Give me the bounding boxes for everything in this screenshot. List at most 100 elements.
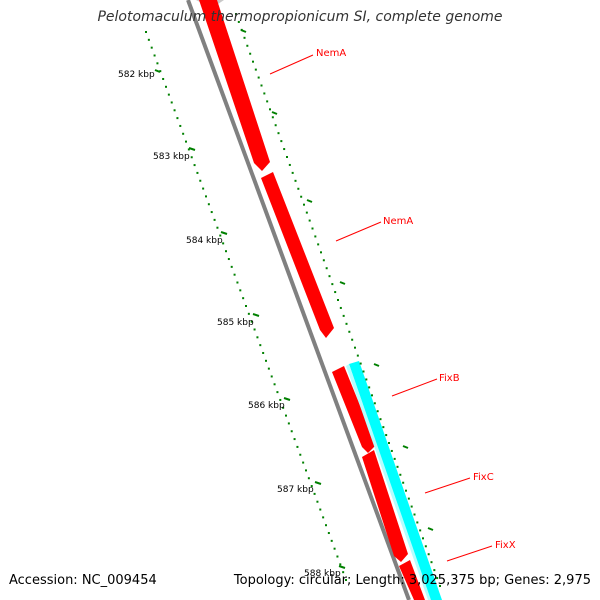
gene-fixx-arrow[interactable] bbox=[399, 560, 425, 600]
ruler-dot bbox=[254, 68, 257, 71]
ruler-dot bbox=[382, 426, 385, 429]
ruler-dot bbox=[207, 203, 210, 206]
ruler-dot bbox=[436, 577, 439, 580]
topology-text: Topology: circular; Length: 3,025,375 bp… bbox=[233, 573, 591, 588]
ruler-dot bbox=[150, 46, 153, 49]
ruler-dot bbox=[348, 330, 351, 333]
ruler-dot bbox=[187, 148, 190, 151]
ruler-dot bbox=[210, 211, 213, 214]
ruler-dot bbox=[331, 283, 334, 286]
ruler-dot bbox=[213, 218, 216, 221]
gene-label-nema-2[interactable]: NemA bbox=[383, 216, 413, 227]
tick-583 bbox=[188, 147, 196, 151]
ruler-dot bbox=[413, 513, 416, 516]
ruler-dot bbox=[342, 571, 345, 574]
ruler-dot bbox=[273, 383, 276, 386]
ruler-dot bbox=[260, 84, 263, 87]
ruler-dot bbox=[285, 414, 287, 417]
ruler-dot bbox=[327, 532, 330, 535]
ruler-dot bbox=[342, 314, 345, 317]
ruler-dot bbox=[362, 370, 365, 373]
ruler-dot bbox=[427, 553, 430, 556]
ruler-dot bbox=[249, 52, 252, 55]
ruler-dot bbox=[433, 569, 436, 572]
gene-nema-1-arrow[interactable] bbox=[199, 0, 270, 171]
gene-label-fixc[interactable]: FixC bbox=[473, 472, 494, 483]
ruler-dot bbox=[345, 322, 348, 325]
tick-label: 585 kbp bbox=[217, 318, 254, 328]
ruler-dot bbox=[193, 164, 196, 167]
ruler-dot bbox=[202, 187, 205, 190]
ruler-dot bbox=[282, 406, 285, 409]
page-title: Pelotomaculum thermopropionicum SI, comp… bbox=[97, 9, 503, 25]
gene-label-fixx[interactable]: FixX bbox=[495, 540, 516, 551]
ruler-dot bbox=[256, 336, 259, 339]
ruler-major-ticks bbox=[154, 69, 346, 569]
ruler-dot bbox=[328, 275, 331, 278]
ruler-dot bbox=[290, 430, 293, 433]
ruler-dot bbox=[247, 312, 250, 315]
ruler-dot bbox=[271, 116, 274, 119]
ruler-dot bbox=[291, 171, 294, 174]
ruler-dot bbox=[322, 259, 325, 262]
ruler-dot bbox=[320, 251, 322, 254]
ruler-dot bbox=[310, 485, 313, 488]
ruler-dot bbox=[222, 242, 225, 245]
gene-label-nema-1[interactable]: NemA bbox=[316, 48, 346, 59]
ruler-dot bbox=[305, 469, 307, 472]
ruler-dot bbox=[253, 328, 256, 331]
ruler-dot bbox=[237, 20, 240, 23]
ruler-dot bbox=[205, 195, 207, 198]
ruler-dot bbox=[246, 44, 249, 47]
ruler-dot bbox=[376, 410, 379, 413]
gene-nema-2-arrow[interactable] bbox=[261, 172, 334, 338]
ruler-dot bbox=[311, 227, 314, 230]
ruler-dot bbox=[373, 402, 376, 405]
ruler-dot bbox=[354, 346, 356, 349]
ruler-dot bbox=[147, 38, 150, 41]
gene-fixb-arrow[interactable] bbox=[332, 366, 376, 453]
ruler-dot bbox=[216, 226, 219, 229]
ruler-dot bbox=[300, 195, 303, 198]
ruler-dot bbox=[265, 359, 267, 362]
tick-label: 583 kbp bbox=[153, 152, 190, 162]
ruler-dot bbox=[242, 297, 245, 300]
ruler-dot bbox=[325, 524, 327, 527]
ruler-right-major-ticks bbox=[240, 29, 434, 531]
cds-track-light bbox=[346, 364, 431, 600]
ruler-dot bbox=[267, 367, 270, 370]
ruler-dot bbox=[388, 442, 390, 444]
gene-fixc-arrow[interactable] bbox=[362, 450, 408, 562]
ruler-dot bbox=[286, 156, 288, 158]
ruler-dot bbox=[419, 529, 422, 532]
ruler-dot bbox=[179, 124, 182, 127]
ruler-dot bbox=[263, 92, 266, 95]
ruler-dot bbox=[407, 497, 410, 500]
ruler-dot bbox=[145, 31, 147, 33]
gene-label-fixb[interactable]: FixB bbox=[439, 373, 460, 384]
ruler-dot bbox=[296, 445, 299, 448]
ruler-dot bbox=[396, 465, 399, 468]
genome-backbone bbox=[186, 0, 411, 600]
ruler-dot bbox=[333, 547, 336, 550]
ruler-dot bbox=[316, 500, 319, 503]
ruler-dot bbox=[266, 100, 269, 103]
ruler-dot bbox=[288, 163, 291, 166]
ruler-dot bbox=[252, 60, 254, 63]
ruler-dot bbox=[439, 585, 441, 587]
ruler-dot bbox=[314, 235, 317, 238]
tick-label: 586 kbp bbox=[248, 401, 285, 411]
ruler-dot bbox=[393, 457, 396, 460]
ruler-dot bbox=[410, 505, 413, 508]
ruler-dot bbox=[337, 299, 339, 301]
ruler-dot bbox=[356, 354, 359, 357]
ruler-dot bbox=[274, 124, 277, 127]
ruler-dot bbox=[279, 398, 282, 401]
ruler-dot bbox=[170, 101, 173, 104]
ruler-dot bbox=[233, 273, 236, 276]
ruler-dot bbox=[277, 132, 280, 135]
ruler-dot bbox=[322, 516, 325, 519]
ruler-dot bbox=[330, 539, 333, 542]
ruler-dot bbox=[402, 481, 405, 484]
ruler-dot bbox=[236, 281, 239, 284]
